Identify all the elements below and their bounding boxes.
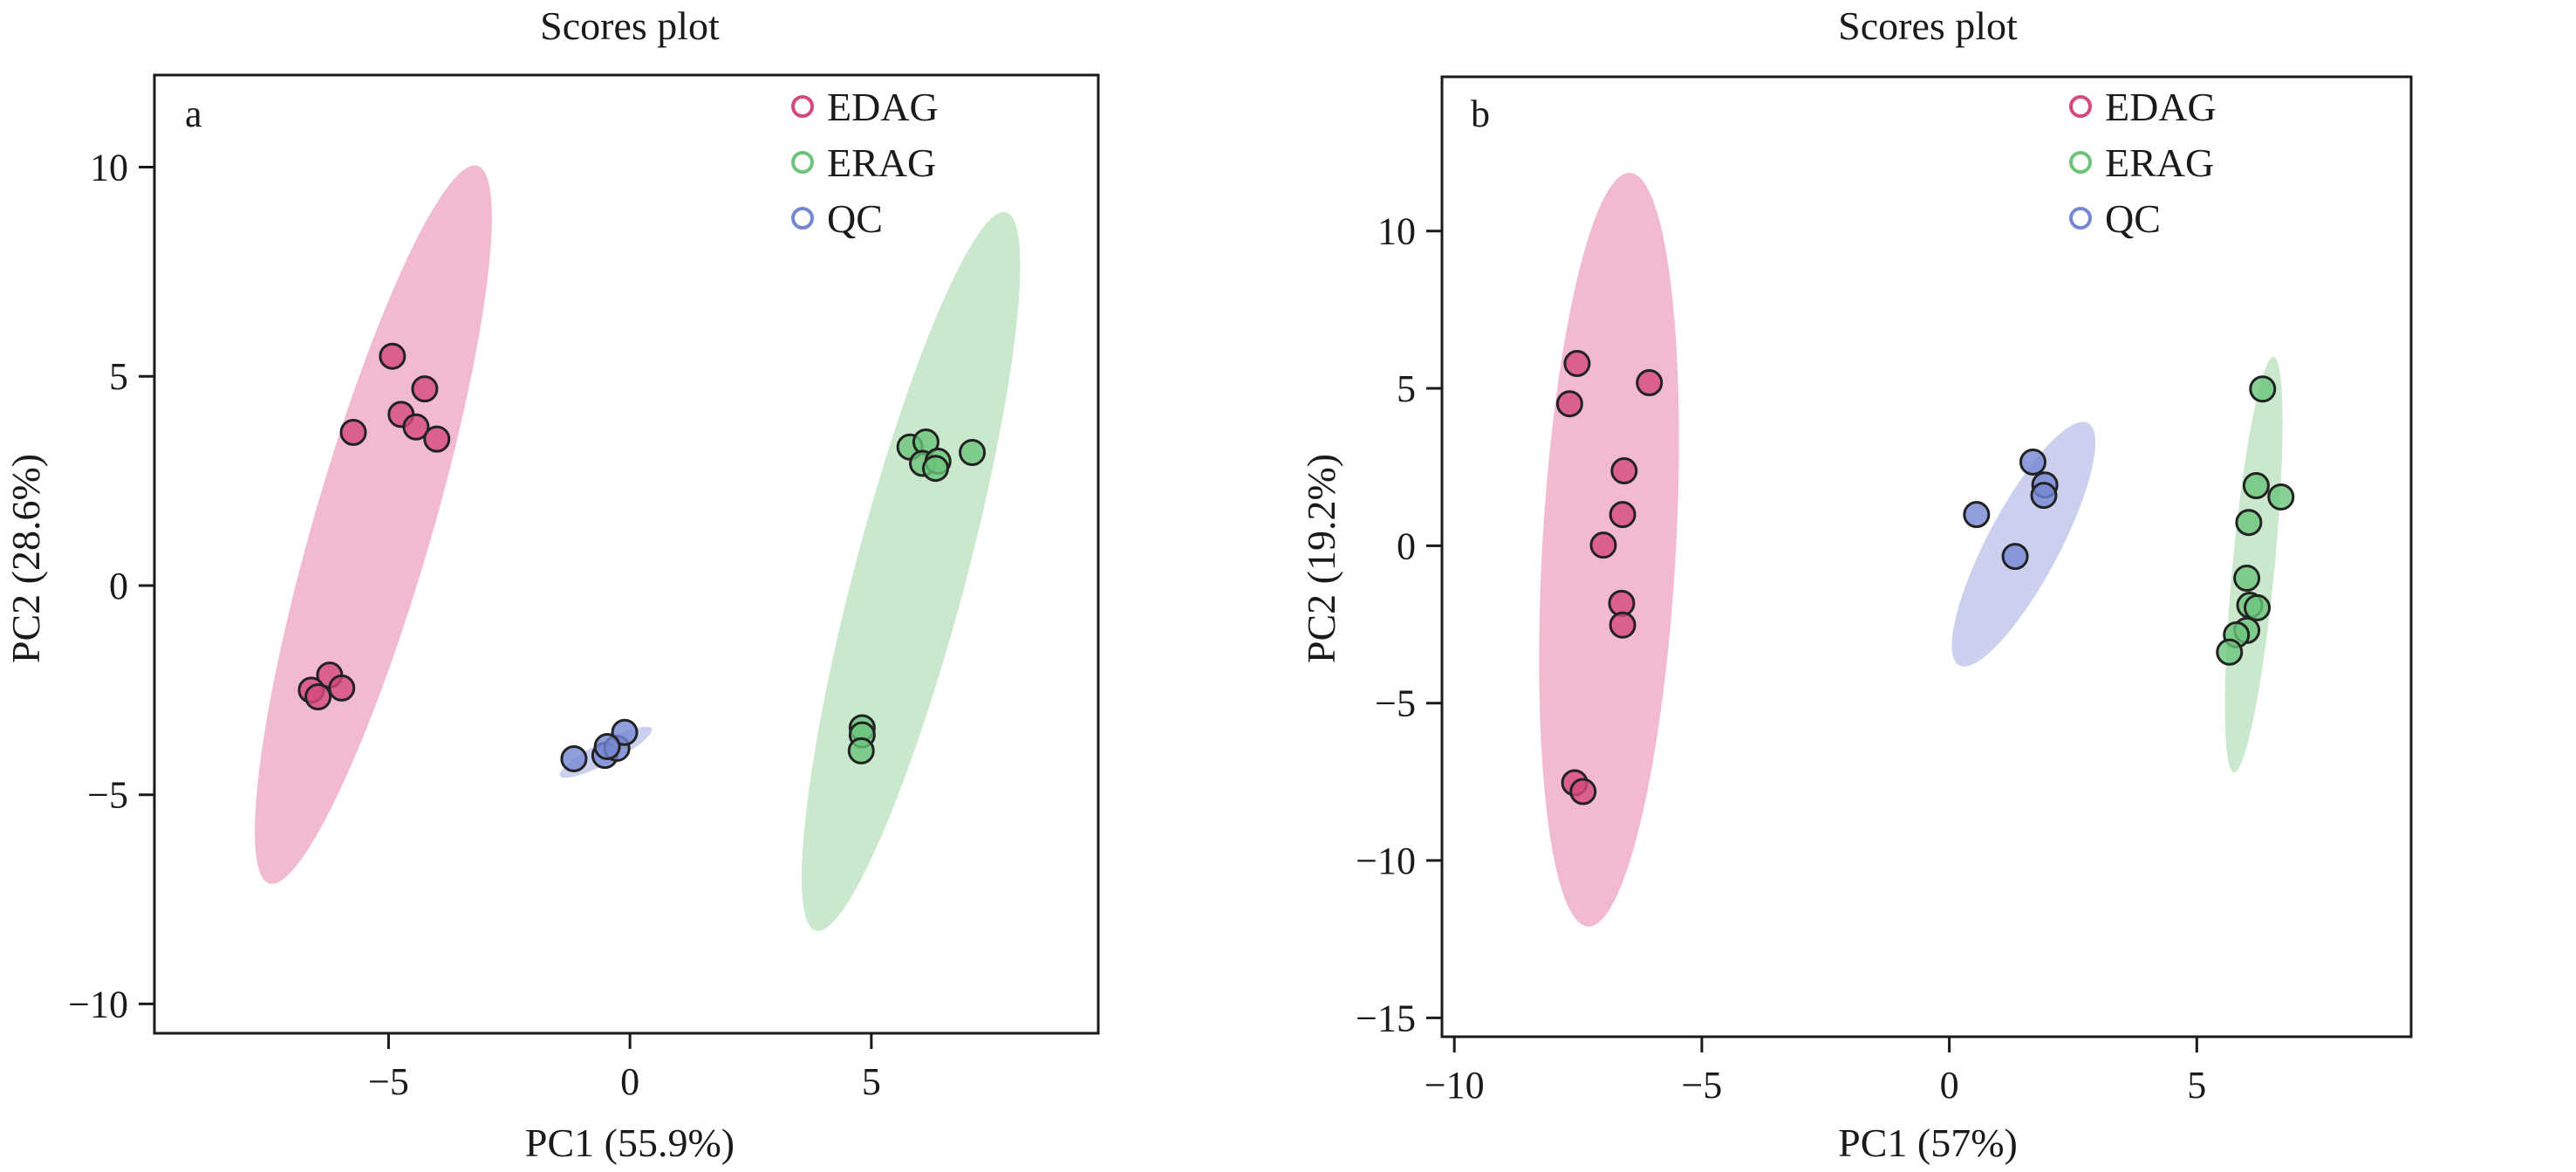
x-axis-label: PC1 (55.9%) bbox=[525, 1121, 735, 1165]
legend-item-qc: QC bbox=[791, 196, 883, 241]
x-tick-label: −5 bbox=[1681, 1064, 1722, 1107]
y-tick-label: −10 bbox=[68, 983, 128, 1025]
x-tick-label: −10 bbox=[1425, 1064, 1485, 1107]
scores-plot-panel-a: Scores plot a −5 0 5 −10 −5 0 5 10 PC1 (55.9%)… bbox=[3, 3, 1100, 1165]
legend-label: EDAG bbox=[2105, 85, 2217, 129]
y-axis-ticks: −15 −10 −5 0 5 10 bbox=[1356, 210, 1442, 1039]
data-point-qc bbox=[2001, 543, 2029, 571]
y-tick-label: 0 bbox=[1397, 524, 1416, 567]
panel-label: b bbox=[1471, 93, 1490, 135]
legend-marker-icon bbox=[791, 207, 814, 230]
x-tick-label: 5 bbox=[862, 1060, 881, 1103]
y-tick-label: 10 bbox=[90, 146, 128, 188]
y-tick-label: −5 bbox=[87, 774, 128, 817]
data-point-qc bbox=[593, 733, 621, 761]
y-tick-label: 10 bbox=[1377, 210, 1416, 253]
y-tick-label: −10 bbox=[1356, 840, 1416, 882]
legend-marker-icon bbox=[791, 95, 814, 118]
legend-label: ERAG bbox=[827, 141, 936, 185]
data-point-erag bbox=[2267, 483, 2295, 511]
data-point-edag bbox=[304, 683, 332, 711]
legend-item-edag: EDAG bbox=[791, 85, 939, 129]
data-point-erag bbox=[2216, 638, 2244, 666]
data-point-edag bbox=[411, 375, 439, 403]
data-point-erag bbox=[921, 455, 949, 483]
data-point-erag bbox=[2235, 509, 2263, 537]
legend-marker-icon bbox=[2069, 207, 2092, 230]
legend-label: QC bbox=[827, 196, 883, 241]
plot-frame bbox=[1440, 75, 2413, 1038]
data-point-edag bbox=[328, 674, 356, 702]
x-tick-label: −5 bbox=[368, 1060, 409, 1103]
chart-title: Scores plot bbox=[540, 3, 720, 48]
data-point-qc bbox=[1963, 501, 1991, 529]
legend-item-erag: ERAG bbox=[791, 141, 936, 185]
data-point-edag bbox=[1609, 611, 1636, 639]
x-tick-label: 0 bbox=[620, 1060, 639, 1103]
legend-item-qc: QC bbox=[2069, 196, 2161, 241]
chart-title: Scores plot bbox=[1838, 3, 2018, 48]
data-point-erag bbox=[2249, 375, 2277, 403]
y-axis-label: PC2 (28.6%) bbox=[3, 454, 48, 663]
data-point-qc bbox=[560, 744, 588, 772]
data-point-erag bbox=[2242, 471, 2270, 499]
confidence-ellipse-edag bbox=[255, 165, 492, 884]
plot-area bbox=[255, 165, 1021, 931]
x-tick-label: 5 bbox=[2187, 1064, 2206, 1107]
data-point-qc bbox=[611, 718, 639, 746]
data-point-edag bbox=[423, 425, 451, 453]
data-point-edag bbox=[1610, 457, 1638, 485]
data-point-edag bbox=[1636, 369, 1664, 397]
panel-label: a bbox=[185, 93, 202, 135]
data-point-qc bbox=[2019, 448, 2046, 476]
legend: EDAG ERAG QC bbox=[2069, 85, 2217, 241]
data-point-edag bbox=[402, 413, 430, 441]
plot-frame bbox=[153, 73, 1100, 1035]
legend-item-erag: ERAG bbox=[2069, 141, 2214, 185]
x-tick-label: 0 bbox=[1940, 1064, 1959, 1107]
x-axis-ticks: −5 0 5 bbox=[368, 1033, 881, 1103]
legend: EDAG ERAG QC bbox=[791, 85, 939, 241]
data-point-edag bbox=[1569, 778, 1597, 805]
y-tick-label: 0 bbox=[109, 565, 128, 607]
data-point-erag bbox=[847, 737, 875, 764]
data-point-edag bbox=[1555, 390, 1583, 418]
data-point-edag bbox=[379, 342, 407, 370]
y-tick-label: 5 bbox=[1397, 367, 1416, 410]
y-axis-label: PC2 (19.2%) bbox=[1299, 454, 1343, 663]
plot-area bbox=[1539, 172, 2295, 927]
y-tick-label: −5 bbox=[1375, 682, 1416, 725]
confidence-ellipse-erag bbox=[802, 211, 1021, 931]
data-point-erag bbox=[2233, 565, 2261, 593]
legend-item-edag: EDAG bbox=[2069, 85, 2217, 129]
data-point-erag bbox=[2244, 593, 2272, 621]
data-point-erag bbox=[959, 438, 987, 466]
legend-label: QC bbox=[2105, 196, 2161, 241]
confidence-ellipse-erag bbox=[2224, 356, 2283, 773]
data-point-edag bbox=[339, 418, 367, 446]
legend-marker-icon bbox=[791, 151, 814, 174]
legend-marker-icon bbox=[2069, 95, 2092, 118]
data-point-edag bbox=[1563, 350, 1591, 378]
legend-label: ERAG bbox=[2105, 141, 2214, 185]
y-tick-label: 5 bbox=[109, 355, 128, 398]
legend-label: EDAG bbox=[827, 85, 939, 129]
data-point-edag bbox=[1589, 531, 1617, 559]
data-point-edag bbox=[1609, 501, 1636, 529]
y-tick-label: −15 bbox=[1356, 997, 1416, 1039]
y-axis-ticks: −10 −5 0 5 10 bbox=[68, 146, 154, 1025]
data-point-qc bbox=[2030, 482, 2058, 510]
confidence-ellipse-qc bbox=[1951, 422, 2095, 667]
legend-marker-icon bbox=[2069, 151, 2092, 174]
x-axis-label: PC1 (57%) bbox=[1838, 1121, 2018, 1165]
x-axis-ticks: −10 −5 0 5 bbox=[1425, 1037, 2206, 1107]
